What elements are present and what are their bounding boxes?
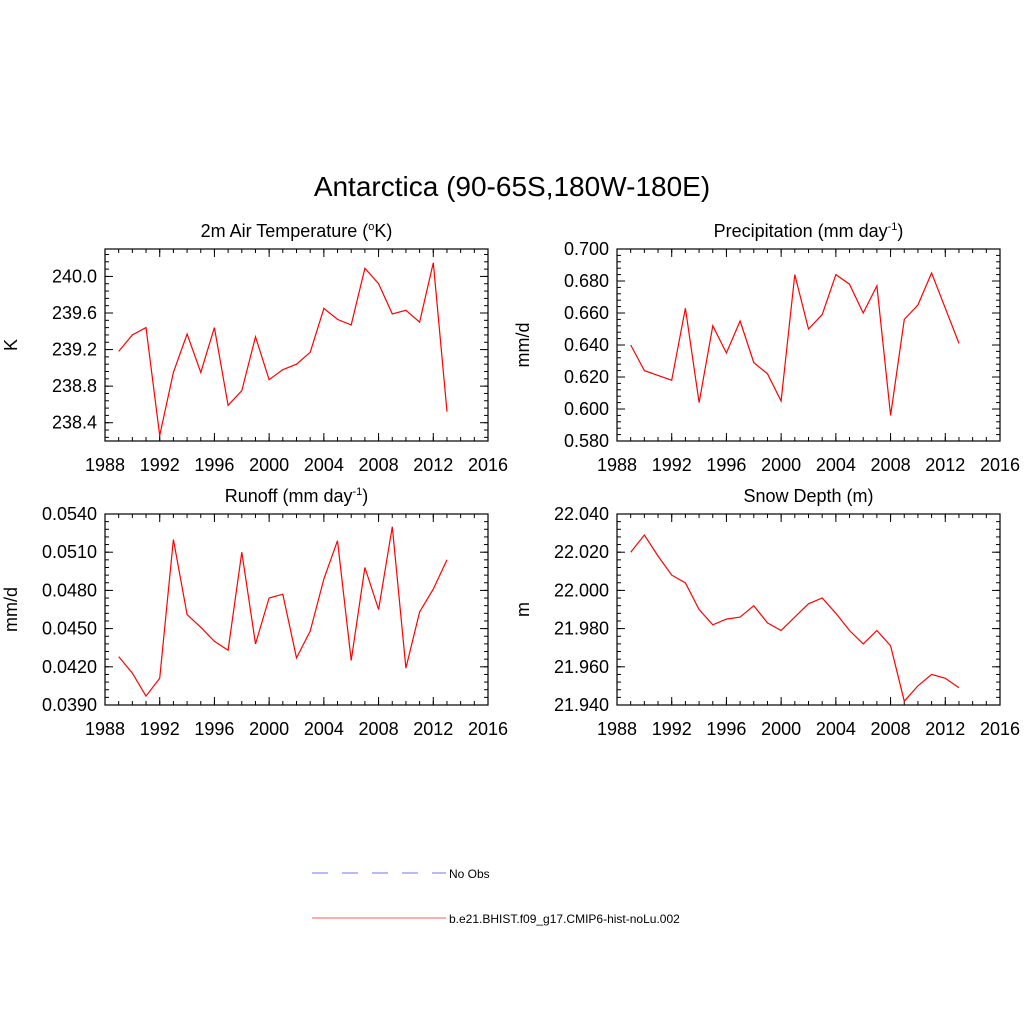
x-tick-label: 2000 <box>761 719 801 739</box>
x-tick-label: 2004 <box>304 719 344 739</box>
y-axis-label: mm/d <box>513 323 533 368</box>
plot-frame <box>104 513 489 706</box>
x-tick-label: 2000 <box>761 455 801 475</box>
chart-panel-3: Runoff (mm day-1) mm/d 1988 1992 1996 2000 200… <box>1 486 508 739</box>
figure-title: Antarctica (90-65S,180W-180E) <box>314 171 710 202</box>
x-tick-label: 2000 <box>249 719 289 739</box>
x-tick-label: 2012 <box>413 719 453 739</box>
chart-panel-1: 2m Air Temperature (oK) K 1988 1992 1996 2000… <box>1 221 508 475</box>
x-tick-label: 1996 <box>194 455 234 475</box>
legend: No Obs b.e21.BHIST.f09_g17.CMIP6-hist-noL… <box>312 867 680 926</box>
y-tick-label: 0.0540 <box>42 504 97 524</box>
chart-panels: 2m Air Temperature (oK) K 1988 1992 1996 2000… <box>1 221 1020 739</box>
x-tick-label: 2008 <box>871 455 911 475</box>
y-axis-label: mm/d <box>1 587 21 632</box>
legend-label-1: No Obs <box>449 867 490 881</box>
y-tick-label: 21.960 <box>554 657 609 677</box>
y-tick-label: 21.940 <box>554 695 609 715</box>
y-tick-label: 0.700 <box>564 239 609 259</box>
x-tick-label: 2016 <box>980 719 1020 739</box>
x-tick-label: 2004 <box>816 719 856 739</box>
plot-frame <box>104 248 489 442</box>
series-line <box>118 526 448 698</box>
y-tick-label: 0.580 <box>564 431 609 451</box>
chart-panel-4: Snow Depth (m) m 1988 1992 1996 2000 2004 2008 2… <box>513 486 1020 739</box>
panel-title: 2m Air Temperature (oK) <box>201 221 393 241</box>
y-tick-label: 239.2 <box>52 340 97 360</box>
x-tick-label: 1996 <box>194 719 234 739</box>
y-tick-label: 0.640 <box>564 335 609 355</box>
x-tick-label: 1988 <box>85 719 125 739</box>
y-tick-label: 0.680 <box>564 271 609 291</box>
panel-title: Snow Depth (m) <box>743 486 873 506</box>
y-tick-label: 22.040 <box>554 504 609 524</box>
y-tick-label: 239.6 <box>52 303 97 323</box>
x-tick-label: 1992 <box>652 455 692 475</box>
panel-title: Precipitation (mm day-1) <box>714 221 904 241</box>
y-tick-label: 0.0450 <box>42 619 97 639</box>
x-tick-label: 2016 <box>468 455 508 475</box>
y-tick-label: 0.0510 <box>42 542 97 562</box>
y-tick-label: 0.620 <box>564 367 609 387</box>
x-tick-label: 1996 <box>706 719 746 739</box>
series-line <box>630 271 960 416</box>
plot-frame <box>616 513 1001 706</box>
y-tick-label: 0.0480 <box>42 580 97 600</box>
legend-label-2: b.e21.BHIST.f09_g17.CMIP6-hist-noLu.002 <box>449 912 680 926</box>
x-tick-label: 2008 <box>359 719 399 739</box>
panel-title: Runoff (mm day-1) <box>225 486 369 506</box>
chart-panel-2: Precipitation (mm day-1) mm/d 1988 1992 1996… <box>513 221 1020 475</box>
y-tick-label: 238.8 <box>52 376 97 396</box>
y-tick-label: 240.0 <box>52 266 97 286</box>
y-tick-label: 0.0390 <box>42 695 97 715</box>
y-tick-label: 238.4 <box>52 413 97 433</box>
x-tick-label: 2012 <box>925 455 965 475</box>
y-tick-label: 0.660 <box>564 303 609 323</box>
y-tick-label: 0.0420 <box>42 657 97 677</box>
x-tick-label: 2016 <box>468 719 508 739</box>
x-tick-label: 2012 <box>413 455 453 475</box>
series-line <box>118 262 448 436</box>
y-axis-label: m <box>513 602 533 617</box>
x-tick-label: 2016 <box>980 455 1020 475</box>
y-tick-label: 22.000 <box>554 580 609 600</box>
x-tick-label: 2008 <box>871 719 911 739</box>
x-tick-label: 1988 <box>85 455 125 475</box>
y-tick-label: 0.600 <box>564 399 609 419</box>
y-axis-label: K <box>1 339 21 351</box>
x-tick-label: 2012 <box>925 719 965 739</box>
y-tick-label: 21.980 <box>554 619 609 639</box>
plot-frame <box>616 248 1001 442</box>
x-tick-label: 1992 <box>652 719 692 739</box>
x-tick-label: 1988 <box>597 455 637 475</box>
x-tick-label: 2008 <box>359 455 399 475</box>
x-tick-label: 1988 <box>597 719 637 739</box>
x-tick-label: 1992 <box>140 455 180 475</box>
y-tick-label: 22.020 <box>554 542 609 562</box>
x-tick-label: 2004 <box>304 455 344 475</box>
x-tick-label: 1996 <box>706 455 746 475</box>
series-line <box>630 533 960 703</box>
x-tick-label: 2004 <box>816 455 856 475</box>
x-tick-label: 1992 <box>140 719 180 739</box>
x-tick-label: 2000 <box>249 455 289 475</box>
